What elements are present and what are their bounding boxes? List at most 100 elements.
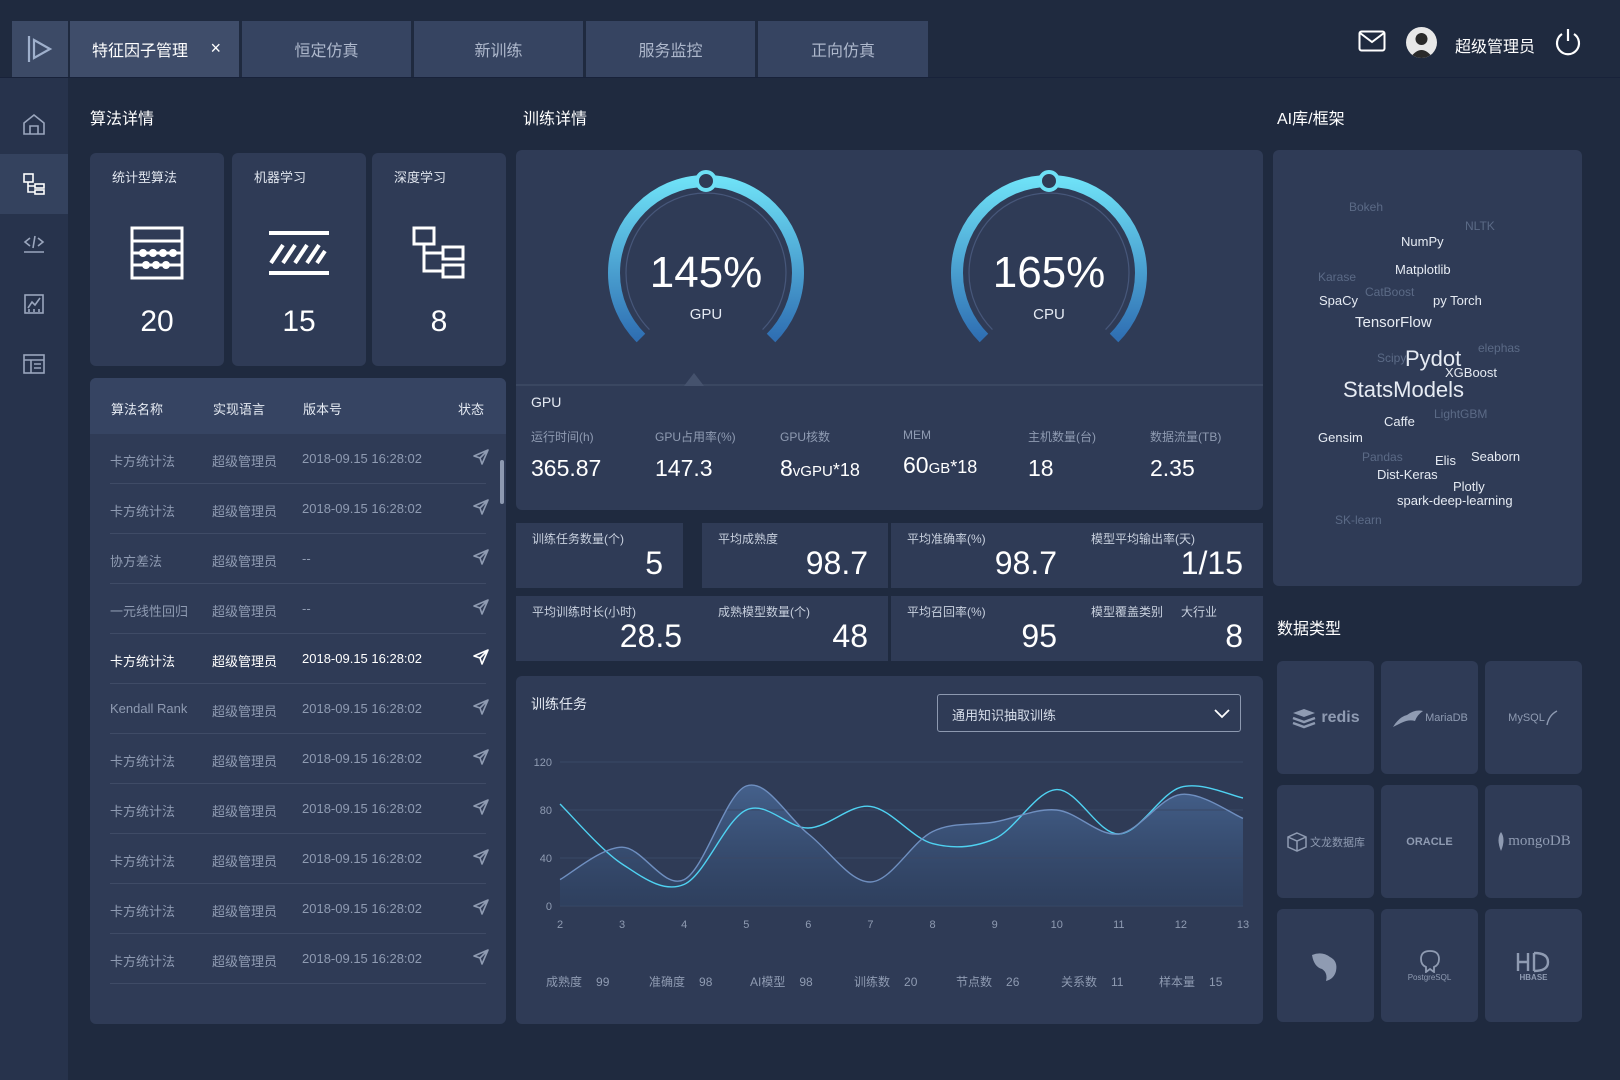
framework-word[interactable]: Plotly [1453, 479, 1485, 494]
db-tile-redis[interactable]: redis [1277, 661, 1374, 774]
framework-word[interactable]: NumPy [1401, 234, 1444, 249]
framework-word[interactable]: Caffe [1384, 414, 1415, 429]
algo-card-ml[interactable]: 机器学习 15 [232, 153, 366, 366]
sidebar-item-algorithm[interactable] [0, 154, 68, 214]
gauge-inner-ring [625, 192, 787, 330]
cell-lang: 超级管理员 [212, 854, 278, 869]
send-icon[interactable] [472, 698, 490, 716]
metric-value: 48 [832, 618, 868, 654]
app-logo[interactable] [12, 21, 68, 77]
tab-feature-factor[interactable]: 特征因子管理 × [70, 21, 239, 77]
tab-new-training[interactable]: 新训练 [414, 21, 583, 77]
framework-word[interactable]: TensorFlow [1355, 314, 1432, 331]
send-icon[interactable] [472, 648, 490, 666]
legend-key: 样本量 [1159, 975, 1196, 989]
stat-multiplier: *18 [950, 457, 978, 477]
gauge-knob[interactable] [695, 170, 717, 192]
tab-forward-sim[interactable]: 正向仿真 [758, 21, 928, 77]
x-tick-label: 10 [1051, 919, 1063, 931]
send-icon[interactable] [472, 598, 490, 616]
redis-icon [1292, 708, 1316, 728]
sidebar-item-code[interactable] [0, 214, 68, 274]
framework-word[interactable]: Seaborn [1471, 449, 1521, 464]
close-icon[interactable]: × [210, 38, 221, 58]
table-row[interactable]: 卡方统计法 超级管理员 2018-09.15 16:28:02 [110, 834, 489, 884]
framework-word[interactable]: Gensim [1318, 430, 1363, 445]
table-row[interactable]: 卡方统计法 超级管理员 2018-09.15 16:28:02 [110, 784, 489, 834]
send-icon[interactable] [472, 498, 490, 516]
framework-word[interactable]: XGBoost [1445, 365, 1498, 380]
table-row[interactable]: Kendall Rank 超级管理员 2018-09.15 16:28:02 [110, 684, 489, 734]
db-tile-oracle[interactable]: ORACLE [1381, 785, 1478, 898]
col-header-lang[interactable]: 实现语言 [213, 402, 266, 417]
framework-word[interactable]: SK-learn [1335, 513, 1382, 527]
db-tile-mariadb[interactable]: MariaDB [1381, 661, 1478, 774]
framework-word[interactable]: Matplotlib [1395, 262, 1451, 277]
power-icon[interactable] [1553, 27, 1583, 57]
col-header-version[interactable]: 版本号 [303, 402, 343, 417]
framework-word[interactable]: py Torch [1433, 293, 1482, 308]
framework-word[interactable]: CatBoost [1365, 285, 1415, 299]
cell-version: 2018-09.15 16:28:02 [302, 801, 422, 816]
framework-word[interactable]: Scipy [1377, 351, 1407, 365]
framework-word[interactable]: Bokeh [1349, 200, 1384, 214]
mail-icon[interactable] [1358, 30, 1386, 52]
send-icon[interactable] [472, 548, 490, 566]
db-tile-mongodb[interactable]: mongoDB [1485, 785, 1582, 898]
col-header-name[interactable]: 算法名称 [111, 402, 164, 417]
sidebar-item-report[interactable] [0, 274, 68, 334]
table-row[interactable]: 卡方统计法 超级管理员 2018-09.15 16:28:02 [110, 434, 489, 484]
framework-word[interactable]: StatsModels [1343, 377, 1465, 402]
structure-icon [23, 173, 45, 195]
cell-lang: 超级管理员 [212, 954, 278, 969]
sidebar-item-layout[interactable] [0, 334, 68, 394]
table-row[interactable]: 卡方统计法 超级管理员 2018-09.15 16:28:02 [110, 734, 489, 784]
algo-card-statistical[interactable]: 统计型算法 20 [90, 153, 224, 366]
send-icon[interactable] [472, 948, 490, 966]
framework-word[interactable]: LightGBM [1434, 407, 1488, 421]
task-select[interactable]: 通用知识抽取训练 [937, 694, 1241, 732]
x-tick-label: 4 [681, 919, 687, 931]
table-row[interactable]: 协方差法 超级管理员 -- [110, 534, 489, 584]
algo-card-dl[interactable]: 深度学习 8 [372, 153, 506, 366]
framework-word[interactable]: Karase [1318, 270, 1357, 284]
send-icon[interactable] [472, 848, 490, 866]
chevron-down-icon [1214, 709, 1230, 719]
db-tile-ostrich[interactable] [1277, 909, 1374, 1022]
legend-value: 99 [596, 975, 610, 989]
table-scrollbar[interactable] [500, 460, 504, 504]
send-icon[interactable] [472, 748, 490, 766]
framework-word[interactable]: Elis [1435, 453, 1456, 468]
framework-word[interactable]: SpaCy [1319, 293, 1359, 308]
tab-constant-sim[interactable]: 恒定仿真 [242, 21, 411, 77]
framework-word[interactable]: spark-deep-learning [1397, 493, 1513, 508]
framework-word[interactable]: Pydot [1405, 346, 1462, 371]
cpu-gauge-arc [951, 170, 1147, 343]
db-tile-wenlong[interactable]: 文龙数据库 [1277, 785, 1374, 898]
user-name[interactable]: 超级管理员 [1455, 39, 1536, 56]
sidebar-item-home[interactable] [0, 94, 68, 154]
send-icon[interactable] [472, 448, 490, 466]
db-tile-hbase[interactable]: HBASE [1485, 909, 1582, 1022]
db-label: redis [1321, 708, 1360, 726]
db-tile-mysql[interactable]: MySQL [1485, 661, 1582, 774]
legend-value: 15 [1209, 975, 1223, 989]
framework-word[interactable]: elephas [1478, 341, 1521, 355]
cell-lang: 超级管理员 [212, 704, 278, 719]
gauge-knob[interactable] [1038, 170, 1060, 192]
framework-word[interactable]: NLTK [1465, 219, 1495, 233]
table-row[interactable]: 卡方统计法 超级管理员 2018-09.15 16:28:02 [110, 884, 489, 934]
db-label: MySQL [1508, 711, 1545, 724]
avatar[interactable] [1406, 27, 1437, 58]
db-tile-postgresql[interactable]: PostgreSQL [1381, 909, 1478, 1022]
table-row[interactable]: 卡方统计法 超级管理员 2018-09.15 16:28:02 [110, 484, 489, 534]
table-row[interactable]: 一元线性回归 超级管理员 -- [110, 584, 489, 634]
send-icon[interactable] [472, 798, 490, 816]
framework-word[interactable]: Dist-Keras [1377, 467, 1438, 482]
send-icon[interactable] [472, 898, 490, 916]
col-header-status[interactable]: 状态 [458, 402, 485, 417]
table-row[interactable]: 卡方统计法 超级管理员 2018-09.15 16:28:02 [110, 934, 489, 984]
tab-service-monitor[interactable]: 服务监控 [586, 21, 755, 77]
framework-word[interactable]: Pandas [1362, 450, 1403, 464]
table-row[interactable]: 卡方统计法 超级管理员 2018-09.15 16:28:02 [110, 634, 489, 684]
